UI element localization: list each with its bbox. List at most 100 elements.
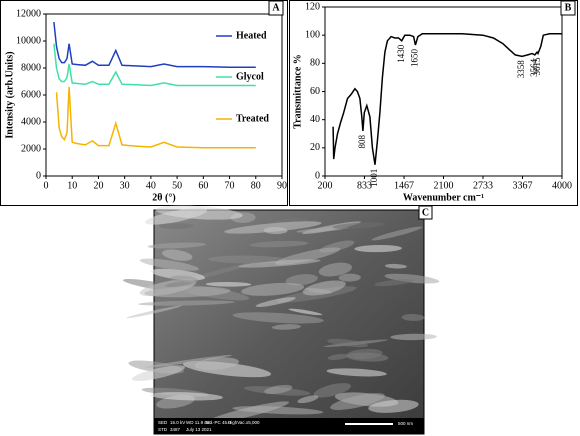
x-tick-label: 4000	[552, 180, 572, 191]
sem-flake	[255, 297, 296, 307]
sem-flake	[271, 324, 302, 330]
x-tick-label: 70	[225, 180, 235, 191]
y-tick-label: 0	[36, 170, 41, 181]
sem-flake	[150, 392, 223, 401]
sem-flake	[368, 399, 419, 413]
sem-flake	[401, 314, 425, 321]
sem-info: 16.0 kV	[170, 420, 185, 425]
y-tick-label: 0	[315, 170, 320, 181]
sem-info: WD 11.9 mm	[186, 420, 212, 425]
sem-flake	[158, 222, 194, 230]
x-axis-title: 2θ (°)	[152, 192, 175, 203]
sem-flake	[326, 368, 387, 377]
sem-flake	[238, 259, 321, 268]
sem-info-bar	[154, 418, 424, 434]
data-line	[53, 43, 256, 87]
y-tick-label: 40	[310, 114, 320, 125]
sem-flake	[241, 282, 305, 296]
sem-flake	[164, 281, 192, 287]
x-tick-label: 80	[251, 180, 261, 191]
x-tick-label: 200	[318, 180, 333, 191]
peak-label: 3615	[532, 57, 542, 76]
sem-flake	[224, 221, 322, 234]
panel-label: B	[565, 2, 572, 13]
sem-flake	[338, 273, 361, 282]
data-line	[55, 86, 256, 149]
y-tick-label: 100	[305, 29, 320, 40]
y-tick-label: 20	[310, 142, 320, 153]
sem-flake	[264, 384, 293, 395]
panel-b-frame	[289, 0, 578, 206]
x-tick-label: 30	[120, 180, 130, 191]
x-tick-label: 40	[146, 180, 156, 191]
sem-flake	[288, 308, 323, 316]
y-tick-label: 120	[305, 1, 320, 12]
sem-flake	[371, 226, 423, 241]
sem-flake	[354, 244, 402, 253]
sem-flake	[144, 286, 231, 298]
peak-label: 3564	[529, 58, 539, 76]
panel-label: A	[272, 2, 280, 13]
sem-flake	[139, 258, 199, 271]
plot-frame	[324, 6, 563, 177]
peak-label: 1650	[409, 49, 419, 68]
panel-a-frame	[0, 0, 288, 206]
sem-flake	[390, 333, 437, 341]
sem-flake	[374, 279, 414, 287]
sem-flake	[302, 280, 346, 296]
peak-label: 808	[357, 134, 367, 148]
x-tick-label: 90	[277, 180, 287, 191]
sem-flake	[318, 262, 353, 277]
sem-info: HighVac.	[228, 420, 246, 425]
y-tick-label: 12000	[16, 8, 41, 19]
sem-info: SED	[158, 420, 168, 425]
sem-flake	[138, 300, 235, 306]
x-tick-label: 1467	[394, 180, 414, 191]
sem-flake	[384, 273, 440, 284]
data-line	[332, 33, 562, 165]
x-tick-label: 2733	[473, 180, 493, 191]
x-tick-label: 833	[357, 180, 372, 191]
legend-label: Glycol	[236, 71, 264, 82]
y-axis-title: Intensity (arb.Units)	[4, 51, 15, 138]
y-axis-title: Transmittance %	[292, 54, 303, 129]
sem-flake	[144, 354, 232, 368]
sem-flake	[332, 222, 385, 230]
x-axis-title: Wavenumber cm⁻¹	[403, 192, 484, 203]
y-tick-label: 6000	[21, 89, 41, 100]
sem-flake	[194, 357, 239, 371]
panel-label-box	[268, 0, 284, 16]
sem-scale-label: 500 nm	[398, 421, 413, 426]
legend-label: Heated	[236, 30, 267, 41]
y-tick-label: 80	[310, 58, 320, 69]
sem-info: July 13 2021	[186, 427, 212, 432]
sem-flake	[385, 263, 407, 269]
y-tick-label: 8000	[21, 62, 41, 73]
sem-flake	[327, 353, 349, 360]
panel-label: C	[422, 207, 429, 218]
y-tick-label: 60	[310, 86, 320, 97]
y-tick-label: 4000	[21, 116, 41, 127]
sem-flake	[132, 365, 186, 381]
sem-flake	[346, 348, 383, 360]
panel-label-box	[418, 205, 433, 220]
legend-label: Treated	[236, 113, 269, 124]
sem-info: STD	[158, 427, 168, 432]
x-tick-label: 50	[172, 180, 182, 191]
sem-info: x5,000	[246, 420, 260, 425]
sem-flake	[313, 383, 351, 398]
sem-flake	[330, 393, 385, 410]
x-tick-label: 10	[67, 180, 77, 191]
sem-flake	[232, 312, 324, 324]
sem-flake	[327, 338, 369, 348]
sem-flake	[155, 205, 243, 220]
sem-flake	[285, 274, 318, 286]
x-tick-label: 60	[198, 180, 208, 191]
sem-flake	[207, 255, 287, 264]
sem-flake	[297, 395, 319, 404]
x-tick-label: 0	[44, 180, 49, 191]
y-tick-label: 10000	[16, 35, 41, 46]
